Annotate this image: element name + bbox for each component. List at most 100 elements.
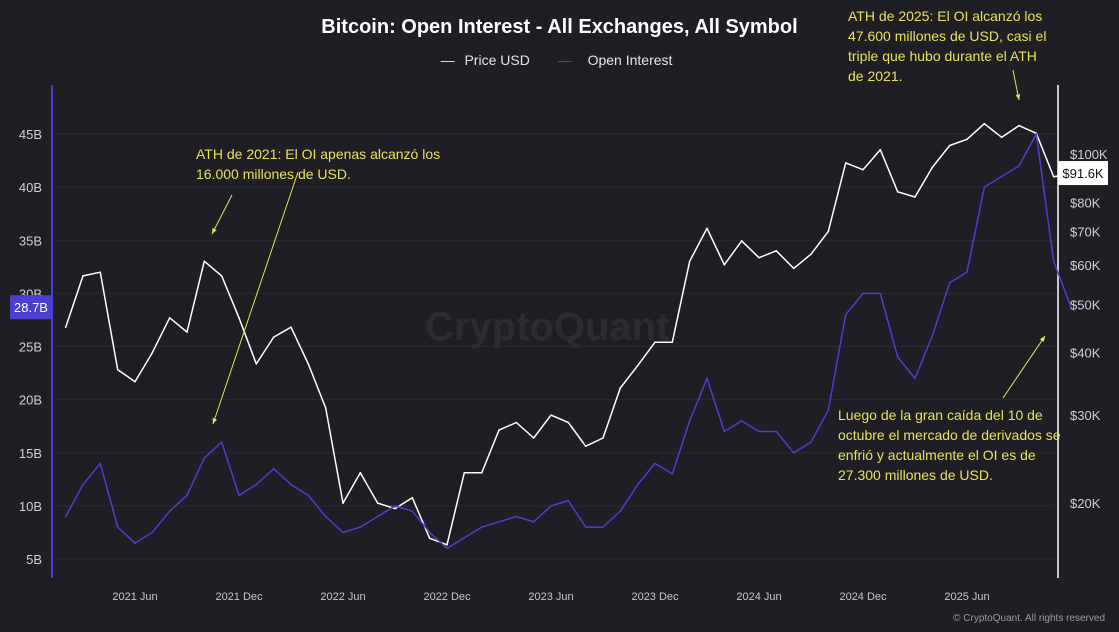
arrow-head [1039,336,1045,342]
oi-point [116,526,119,528]
price-point [498,429,500,431]
arrow-head [212,418,217,424]
price-point [688,260,691,263]
oi-point [394,505,396,507]
price-point [480,471,483,474]
price-point [238,316,240,319]
price-point [740,240,743,242]
oi-point [1018,165,1020,167]
oi-point [238,494,240,497]
price-point [64,326,67,328]
legend: — Price USD — Open Interest [0,52,1119,68]
price-point [723,263,726,266]
price-point [879,148,882,151]
price-point [203,260,206,263]
price-point [134,380,136,383]
price-point [116,368,119,371]
oi-point [307,494,310,497]
arrow-head [1015,94,1021,100]
right-tick-label: $40K [1070,346,1101,361]
oi-point [220,441,223,443]
price-point [515,421,518,424]
oi-point [1035,133,1038,135]
price-point [602,437,604,439]
oi-point [342,531,344,534]
oi-point [64,515,67,518]
price-current-badge [1058,161,1108,186]
oi-point [498,521,500,523]
price-point [931,166,934,169]
arrow-head [212,228,217,234]
oi-point [775,430,778,433]
price-point [619,387,622,389]
oi-point [463,536,466,539]
price-point [862,168,864,171]
annotation-current: Luego de la gran caída del 10 de octubre… [838,407,1061,483]
legend-price[interactable]: — Price USD [440,52,530,68]
oi-point [983,186,986,188]
oi-point [827,409,830,412]
oi-current-label: 28.7B [14,300,48,315]
oi-point [654,462,656,465]
x-tick-label: 2025 Jun [944,591,989,603]
oi-point [688,420,691,422]
right-tick-label: $20K [1070,496,1101,511]
annotation-ath-2025: ATH de 2025: El OI alcanzó los 47.600 mi… [848,8,1047,84]
price-point [896,191,899,193]
oi-point [758,430,760,433]
price-point [1052,176,1055,178]
oi-point [515,515,518,518]
oi-point [948,281,951,284]
x-tick-label: 2022 Dec [423,591,471,603]
oi-point [792,451,795,454]
watermark: CryptoQuant [425,305,670,349]
oi-point [376,515,379,518]
legend-price-label: Price USD [464,52,530,68]
price-point [914,196,916,198]
oi-point [567,499,570,502]
left-tick-label: 5B [26,552,42,567]
x-tick-label: 2023 Dec [631,591,679,603]
price-point [1018,124,1020,127]
oi-point [671,473,674,475]
annotation-arrow [212,171,299,425]
oi-point [931,335,934,337]
oi-point [480,526,483,528]
right-tick-label: $70K [1070,224,1101,239]
price-point [654,341,656,343]
oi-point [1052,260,1055,263]
price-point [948,144,951,147]
right-tick-label: $30K [1070,408,1101,423]
oi-point [151,531,154,534]
oi-point [723,430,726,433]
price-point [810,253,812,256]
price-point [324,407,327,409]
left-tick-label: 40B [19,180,42,195]
left-tick-label: 10B [19,499,42,514]
price-point [844,162,847,164]
x-tick-label: 2023 Jun [528,591,573,603]
oi-point [255,483,258,486]
oi-point [914,377,916,380]
price-point [290,326,292,328]
price-point [584,445,587,447]
price-point [532,437,535,439]
oi-point [99,462,102,465]
oi-point [446,547,448,550]
price-point [272,336,275,338]
price-point [775,249,778,252]
oi-point [740,420,743,422]
price-point [342,502,344,504]
oi-point [862,292,864,295]
price-point [446,544,448,546]
price-point [151,351,154,354]
price-point [82,275,84,277]
right-tick-label: $80K [1070,195,1101,210]
left-tick-label: 35B [19,233,42,248]
oi-point [168,510,171,512]
legend-oi[interactable]: — Open Interest [557,52,673,68]
oi-point [706,377,708,380]
oi-point [636,483,639,486]
oi-point [1070,306,1072,308]
